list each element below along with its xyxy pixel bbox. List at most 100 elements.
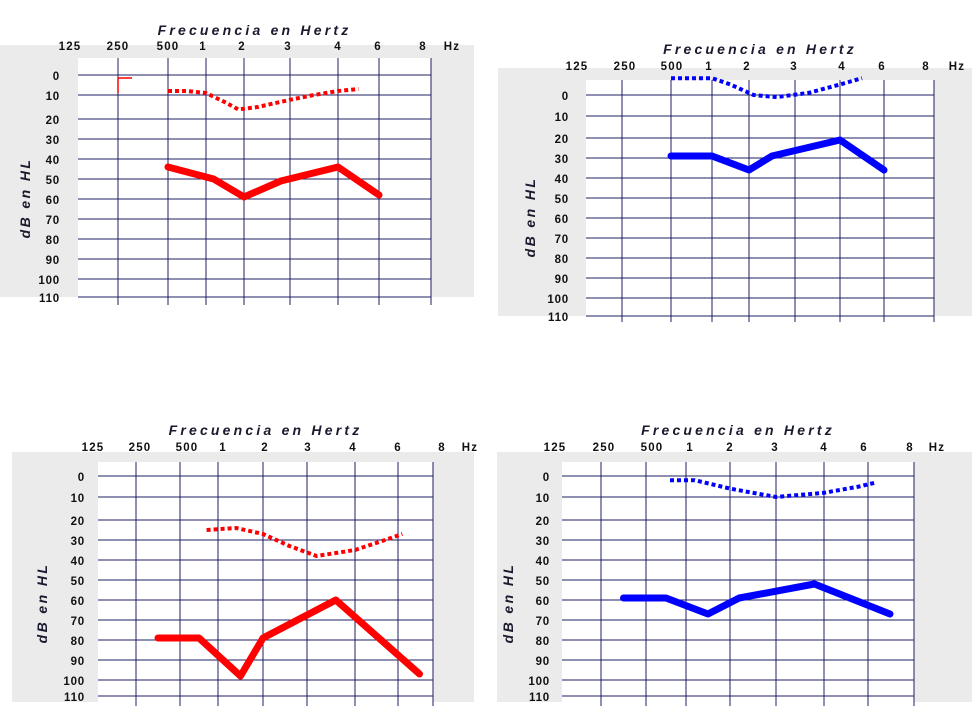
- x-tick-label: 8: [419, 41, 427, 53]
- y-tick-label: 30: [536, 536, 550, 548]
- audiogram-chart-2: Frecuencia en Hertz 125 250 500 1 2 3 4 6 8 Hz 0 10 2…: [498, 41, 972, 324]
- y-tick-label: 50: [46, 175, 60, 187]
- x-tick-label: 8: [906, 442, 914, 454]
- x-tick-label: 8: [922, 61, 930, 73]
- x-tick-label: 4: [349, 442, 357, 454]
- y-tick-label: 20: [71, 516, 85, 528]
- y-axis-label: dB en HL: [522, 177, 538, 258]
- x-tick-label: 6: [878, 61, 886, 73]
- x-tick-label: 8: [438, 442, 446, 454]
- x-tick-label: 125: [544, 442, 567, 454]
- y-tick-label: 100: [547, 294, 569, 306]
- plot-area: [586, 80, 934, 322]
- x-tick-label: 500: [641, 442, 664, 454]
- chart-title: Frecuencia en Hertz: [158, 22, 352, 38]
- x-tick-label: 250: [129, 442, 152, 454]
- y-tick-label: 40: [555, 174, 569, 186]
- y-tick-label: 40: [46, 155, 60, 167]
- x-tick-label: Hz: [444, 41, 460, 53]
- x-tick-label: 6: [394, 442, 402, 454]
- y-tick-label: 30: [46, 135, 60, 147]
- y-tick-label: 90: [46, 255, 60, 267]
- x-tick-label: 4: [334, 41, 342, 53]
- x-tick-label: 250: [593, 442, 616, 454]
- y-tick-label: 30: [71, 536, 85, 548]
- x-tick-label: 6: [374, 41, 382, 53]
- chart-title: Frecuencia en Hertz: [641, 422, 835, 438]
- y-axis-label: dB en HL: [500, 563, 516, 644]
- bracket-marker: [117, 77, 132, 93]
- y-tick-label: 90: [536, 656, 550, 668]
- x-tick-label: 500: [157, 41, 180, 53]
- series-solid-line: [154, 596, 423, 680]
- y-tick-label: 0: [543, 472, 550, 484]
- y-tick-label: 110: [529, 692, 550, 704]
- y-tick-label: 20: [555, 134, 569, 146]
- y-tick-label: 90: [555, 274, 569, 286]
- series-dotted-line: [671, 76, 863, 100]
- x-tick-label: 2: [726, 442, 734, 454]
- x-tick-label: 3: [284, 41, 292, 53]
- y-tick-label: 60: [71, 596, 85, 608]
- y-tick-label: 40: [536, 556, 550, 568]
- y-tick-label: 60: [555, 214, 569, 226]
- y-tick-label: 20: [46, 115, 60, 127]
- y-axis-label: dB en HL: [34, 563, 50, 644]
- audiogram-chart-4: Frecuencia en Hertz 125 250 500 1 2 3 4 6 8 Hz 0 10 2…: [497, 422, 972, 706]
- y-tick-label: 110: [39, 293, 60, 305]
- y-tick-label: 40: [71, 556, 85, 568]
- y-tick-label: 70: [46, 215, 60, 227]
- x-tick-label: Hz: [929, 442, 945, 454]
- y-tick-label: 80: [46, 235, 60, 247]
- chart-title: Frecuencia en Hertz: [663, 41, 857, 57]
- y-tick-label: 70: [555, 234, 569, 246]
- audiogram-chart-3: Frecuencia en Hertz 125 250 500 1 2 3 4 6 8 Hz 0 10 2…: [12, 422, 478, 706]
- audiogram-chart-1: Frecuencia en Hertz 125 250 500 1 2 3 4 6 8 Hz 0 10 2…: [0, 22, 474, 305]
- y-tick-label: 10: [536, 493, 550, 505]
- x-tick-label: 1: [705, 61, 713, 73]
- x-tick-label: 500: [176, 442, 199, 454]
- x-tick-label: 3: [790, 61, 798, 73]
- y-tick-label: 80: [71, 636, 85, 648]
- x-tick-label: Hz: [462, 442, 478, 454]
- x-tick-label: 250: [614, 61, 637, 73]
- y-tick-label: 70: [71, 616, 85, 628]
- y-tick-label: 50: [555, 194, 569, 206]
- series-dotted-line: [206, 526, 403, 558]
- x-tick-label: 250: [107, 41, 130, 53]
- series-dotted-line: [168, 87, 359, 112]
- x-tick-label: 125: [566, 61, 589, 73]
- x-tick-label: 6: [860, 442, 868, 454]
- x-tick-label: 2: [261, 442, 269, 454]
- y-tick-label: 70: [536, 616, 550, 628]
- plot-area: [78, 58, 431, 305]
- x-tick-label: 500: [661, 61, 684, 73]
- series-solid-line: [164, 163, 383, 201]
- x-tick-label: 125: [59, 41, 82, 53]
- y-tick-label: 60: [46, 195, 60, 207]
- y-tick-label: 30: [555, 154, 569, 166]
- x-tick-label: 125: [82, 442, 105, 454]
- chart-title: Frecuencia en Hertz: [169, 422, 363, 438]
- y-tick-label: 80: [555, 254, 569, 266]
- y-tick-label: 0: [53, 71, 60, 83]
- y-tick-label: 110: [64, 692, 85, 704]
- y-axis-label: dB en HL: [17, 158, 33, 239]
- x-tick-label: 4: [820, 442, 828, 454]
- x-tick-label: 2: [743, 61, 751, 73]
- y-tick-label: 100: [63, 676, 85, 688]
- y-tick-label: 10: [46, 91, 60, 103]
- y-tick-label: 20: [536, 516, 550, 528]
- y-tick-label: 80: [536, 636, 550, 648]
- y-tick-label: 100: [38, 275, 60, 287]
- y-tick-label: 90: [71, 656, 85, 668]
- x-tick-label: 1: [219, 442, 227, 454]
- y-tick-label: 10: [555, 112, 569, 124]
- x-tick-label: 1: [686, 442, 694, 454]
- y-tick-label: 50: [536, 576, 550, 588]
- y-tick-label: 110: [548, 312, 569, 324]
- plot-area: [98, 462, 433, 706]
- series-solid-line: [667, 136, 888, 174]
- y-tick-label: 60: [536, 596, 550, 608]
